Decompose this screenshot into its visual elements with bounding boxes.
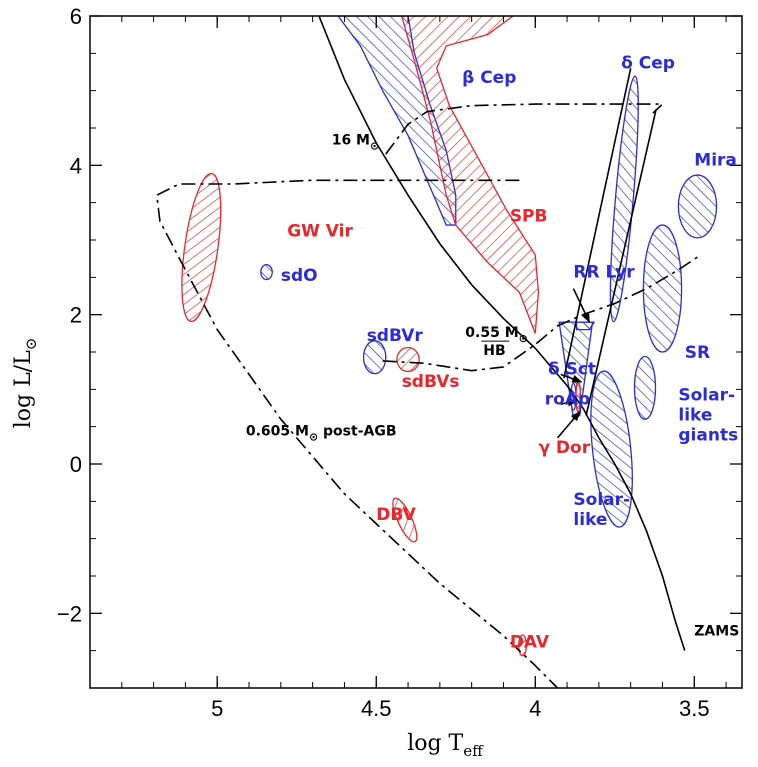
region-label-sr: SR [685,343,710,363]
line-label-0-55-mo-hb: 0.55 M⊙ [465,325,528,345]
x-axis-label-main: log T [407,731,463,756]
x-axis-label-sub: eff [463,742,484,760]
line-0-55-mo-hb [382,254,702,372]
region-solar-like [590,370,633,528]
line-16-mo-track [385,103,665,155]
arrow-delta-sct [560,373,583,383]
region-label-dbv: DBV [376,505,416,525]
line-label-hb: HB [483,343,505,359]
x-tick-label: 5 [211,696,223,721]
x-axis-label: log Teff [407,731,484,760]
region-label-dav: DAV [510,633,550,653]
arrow-roap [560,398,578,407]
region-dav [518,634,528,657]
arrow-gamma-dor [556,410,581,439]
y-axis-label-sub: ⊙ [22,338,40,351]
line-label-zams: ZAMS [694,624,739,640]
x-tick-label: 4.5 [361,696,392,721]
y-axis-label-main: log L/L [11,350,36,428]
region-spb [401,16,540,334]
y-tick-label: −2 [57,601,82,626]
region-label-sdbvr: sdBVr [367,326,424,346]
region-sdbvs [396,346,420,373]
region-sdbvr [362,340,387,375]
region-solar-like-giants [633,355,657,420]
region-label-delta-cep: δ Cep [621,53,675,73]
region-dbv [392,497,418,543]
region-label-roap: roAp [545,389,590,409]
arrow-rr-lyr [572,288,591,324]
x-tick-label: 4 [529,696,541,721]
y-tick-label: 2 [70,303,82,328]
region-label-gw-vir: GW Vir [287,221,353,241]
region-label-beta-cep: β Cep [462,68,516,88]
y-tick-label: 4 [70,153,82,178]
region-label-delta-sct: δ Sct [548,359,596,379]
region-label-rr-lyr: RR Lyr [573,262,635,282]
x-tick-label: 3.5 [679,696,710,721]
region-delta-cep [609,75,639,323]
y-tick-label: 0 [70,452,82,477]
region-mira [677,174,718,239]
region-sr [642,224,683,353]
region-label-solar-like: Solar-like [573,490,630,530]
line-label-0-605-mo-post-agb: 0.605 M⊙ post-AGB [246,424,397,444]
axis-ticks: 5 4.5 4 3.5 −2 0 2 4 6 [57,4,742,721]
region-label-gamma-dor: γ Dor [538,438,590,458]
region-label-sdo: sdO [281,266,318,286]
line-instability-strip-blue-edge [563,68,632,379]
region-label-sdbvs: sdBVs [402,372,460,392]
region-sdo [260,263,273,281]
region-label-spb: SPB [510,206,548,226]
region-label-mira: Mira [694,150,737,170]
region-label-solar-like-giants: Solar-like giants [678,386,738,446]
line-0-605-mo-post-agb [155,179,559,688]
line-instability-strip-red-edge [585,109,657,416]
line-label-16-mo-track: 16 M⊙ [332,132,380,152]
line-zams [318,16,686,651]
region-gw-vir [181,172,222,323]
y-tick-label: 6 [70,4,82,29]
y-axis-label: log L/L⊙ [11,338,40,429]
